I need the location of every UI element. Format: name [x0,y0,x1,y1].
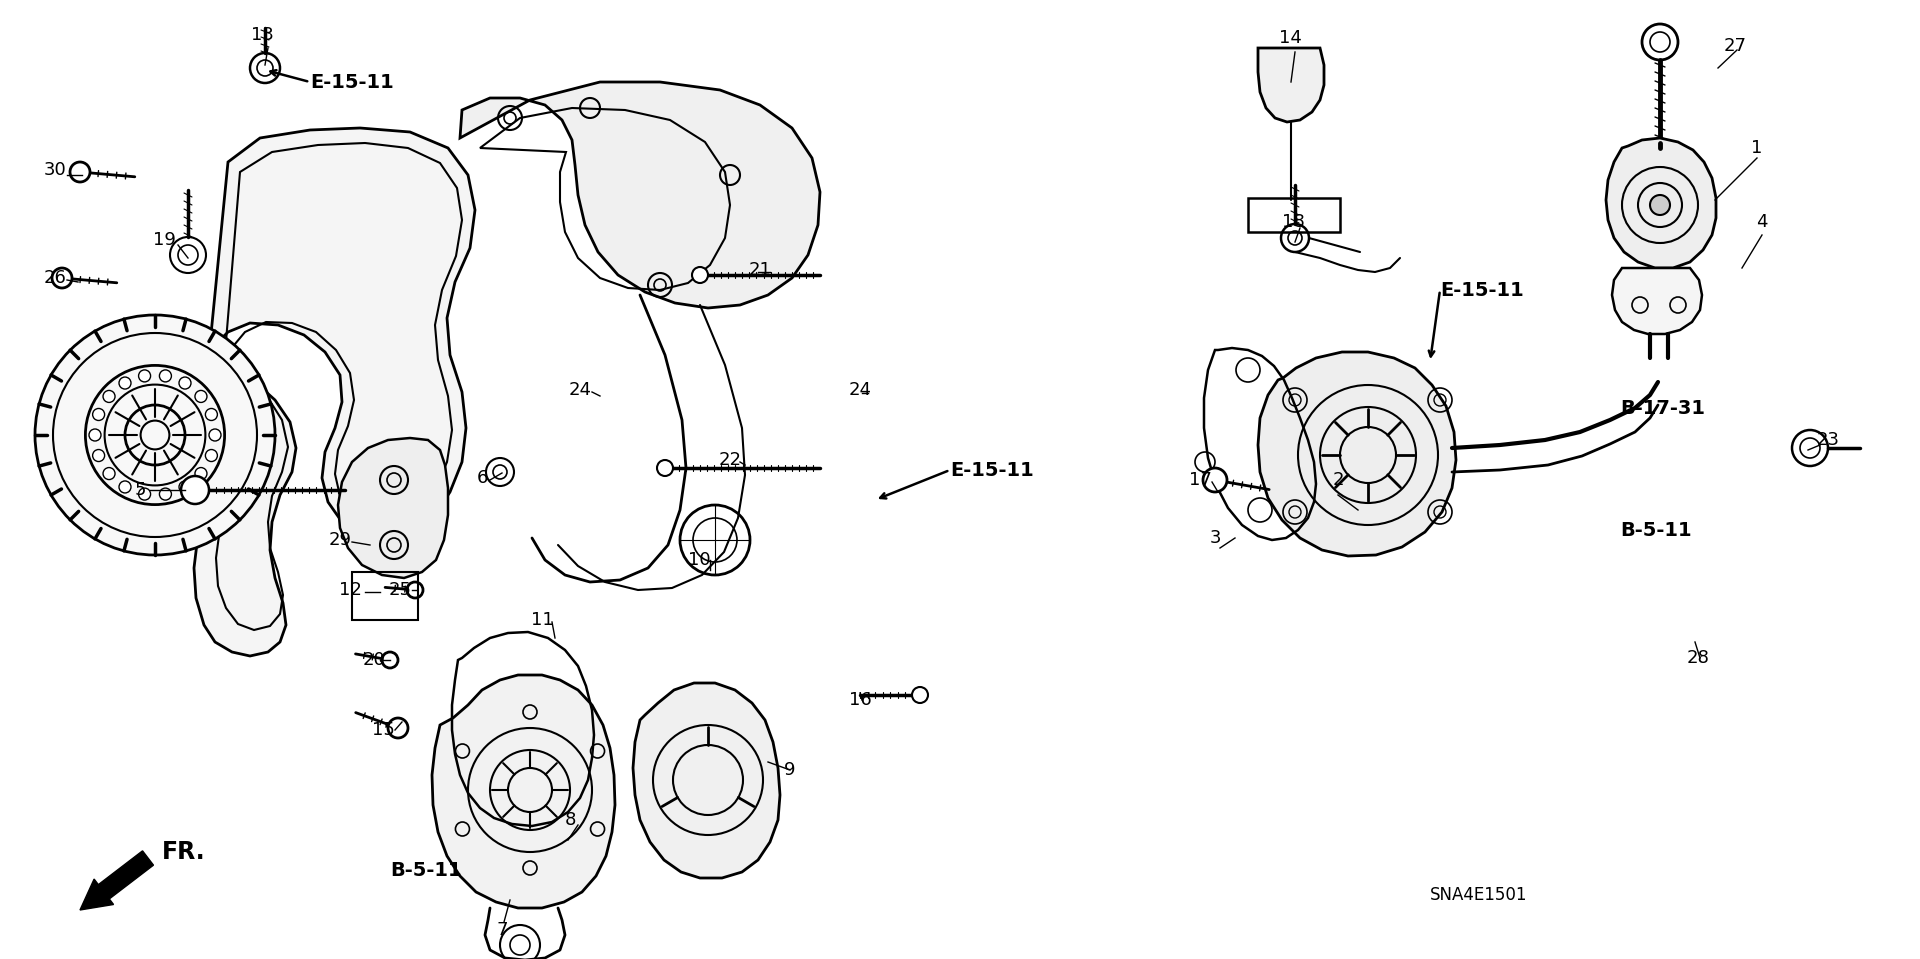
Circle shape [205,409,217,420]
Circle shape [407,582,422,598]
Text: 9: 9 [783,761,795,779]
Circle shape [119,377,131,389]
Circle shape [92,450,104,461]
Text: E-15-11: E-15-11 [309,73,394,91]
Circle shape [104,468,115,480]
Circle shape [691,267,708,283]
Text: B-5-11: B-5-11 [1620,521,1692,540]
Polygon shape [1258,48,1325,122]
Text: 1: 1 [1751,139,1763,157]
Text: FR.: FR. [161,840,205,864]
Text: 26: 26 [44,269,67,287]
Text: 3: 3 [1210,529,1221,547]
Text: 29: 29 [328,531,351,549]
Circle shape [196,390,207,403]
Text: 24: 24 [849,381,872,399]
Text: 24: 24 [568,381,591,399]
Text: 7: 7 [495,921,507,939]
FancyArrow shape [81,851,154,910]
Text: 15: 15 [372,721,394,739]
Text: 21: 21 [749,261,772,279]
Text: 4: 4 [1757,213,1768,231]
Text: 22: 22 [718,451,741,469]
Circle shape [138,370,150,382]
Polygon shape [461,82,820,308]
Circle shape [159,488,171,500]
Text: B-5-11: B-5-11 [390,860,461,879]
Text: 16: 16 [849,691,872,709]
Text: 11: 11 [530,611,553,629]
Polygon shape [1613,268,1701,334]
Text: 8: 8 [564,811,576,829]
Circle shape [159,370,171,382]
Text: E-15-11: E-15-11 [1440,280,1524,299]
Circle shape [657,460,674,476]
Circle shape [104,390,115,403]
Text: 14: 14 [1279,29,1302,47]
Circle shape [138,488,150,500]
Polygon shape [194,128,474,656]
Text: B-17-31: B-17-31 [1620,399,1705,417]
Text: 12: 12 [338,581,361,599]
Text: 2: 2 [1332,471,1344,489]
Text: SNA4E1501: SNA4E1501 [1430,886,1528,904]
Text: 6: 6 [476,469,488,487]
Circle shape [196,468,207,480]
Text: 28: 28 [1686,649,1709,667]
Circle shape [388,718,407,738]
Circle shape [209,429,221,441]
Polygon shape [432,675,614,908]
Circle shape [119,481,131,493]
Text: 17: 17 [1188,471,1212,489]
Circle shape [1204,468,1227,492]
Text: 30: 30 [44,161,67,179]
Text: E-15-11: E-15-11 [950,460,1033,480]
Circle shape [205,450,217,461]
Text: 10: 10 [687,551,710,569]
Circle shape [69,162,90,182]
Text: 25: 25 [388,581,411,599]
Circle shape [88,429,102,441]
Circle shape [1649,195,1670,215]
Polygon shape [634,683,780,878]
Polygon shape [1258,352,1455,556]
Text: 18: 18 [1283,213,1304,231]
Circle shape [179,481,190,493]
Circle shape [179,377,190,389]
Circle shape [382,652,397,668]
Text: 19: 19 [152,231,175,249]
Polygon shape [1605,138,1716,268]
Circle shape [35,315,275,555]
Circle shape [92,409,104,420]
Circle shape [1642,24,1678,60]
Text: 5: 5 [134,481,146,499]
Polygon shape [338,438,447,578]
Circle shape [912,687,927,703]
Text: 13: 13 [252,26,273,44]
Text: 23: 23 [1816,431,1839,449]
Circle shape [52,268,73,288]
Text: 20: 20 [363,651,386,669]
Circle shape [180,476,209,504]
Text: 27: 27 [1724,37,1747,55]
